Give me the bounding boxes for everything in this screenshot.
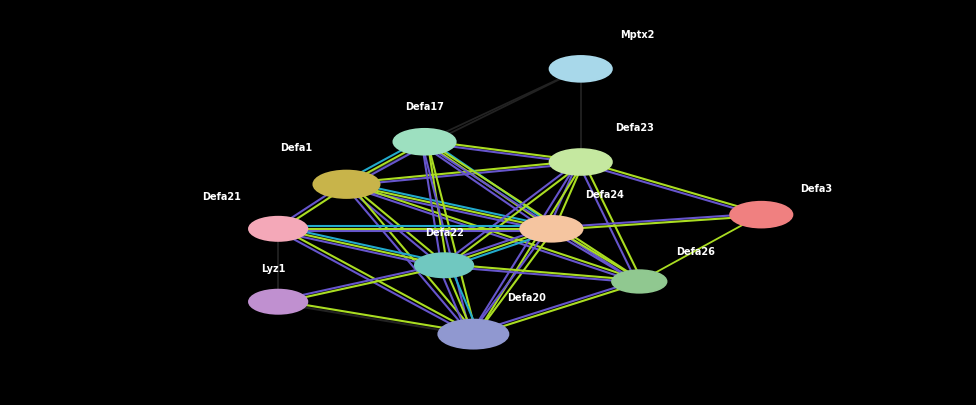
Circle shape (415, 253, 473, 277)
Circle shape (249, 290, 307, 314)
Circle shape (549, 56, 612, 82)
Circle shape (520, 216, 583, 242)
Circle shape (249, 217, 307, 241)
Text: Mptx2: Mptx2 (620, 30, 654, 40)
Text: Defa3: Defa3 (800, 183, 833, 194)
Text: Defa24: Defa24 (586, 190, 625, 200)
Circle shape (549, 149, 612, 175)
Text: Defa22: Defa22 (425, 228, 464, 238)
Text: Defa21: Defa21 (202, 192, 241, 202)
Text: Defa26: Defa26 (676, 247, 715, 257)
Text: Defa17: Defa17 (405, 102, 444, 112)
Text: Defa23: Defa23 (615, 123, 654, 133)
Circle shape (730, 202, 793, 228)
Text: Defa1: Defa1 (280, 143, 312, 153)
Circle shape (612, 270, 667, 293)
Circle shape (393, 129, 456, 155)
Circle shape (313, 171, 380, 198)
Text: Defa20: Defa20 (508, 292, 547, 303)
Circle shape (438, 320, 508, 349)
Text: Lyz1: Lyz1 (262, 264, 285, 274)
